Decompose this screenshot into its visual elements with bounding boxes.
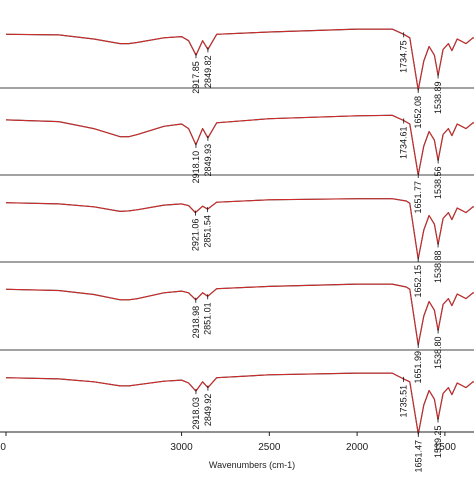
spectrum-trace (5, 28, 474, 91)
spectrum-panel-3: 2921.06 2851.54 1652.15 1538.88 (0, 198, 474, 298)
peak-label: 1538.88 (433, 251, 443, 284)
peak-label: 1651.77 (413, 181, 423, 214)
spectrum-trace (5, 198, 474, 260)
spectrum-trace (5, 283, 474, 346)
peak-label: 2851.54 (203, 215, 213, 248)
spectrum-trace-shadow (5, 283, 474, 346)
peak-label: 1734.75 (399, 40, 409, 73)
spectrum-panel-1: 2917.85 2849.82 1734.75 1652.08 1538.89 (0, 28, 474, 129)
peak-label: 1652.15 (413, 265, 423, 298)
peak-label: 2918.03 (191, 397, 201, 430)
spectrum-panel-5: 2918.03 2849.92 1735.51 1651.47 1539.25 (0, 372, 474, 473)
x-tick-label: 3000 (170, 442, 193, 453)
peak-label: 2849.92 (203, 394, 213, 427)
x-tick-label: 1500 (434, 442, 457, 453)
peak-label: 1538.89 (433, 82, 443, 115)
peak-label: 2849.93 (203, 144, 213, 177)
spectrum-trace-shadow (5, 198, 474, 260)
spectrum-panel-4: 2918.98 2851.01 1651.99 1538.80 (0, 283, 474, 384)
peak-label: 1651.47 (413, 440, 423, 473)
peak-label: 1538.56 (433, 167, 443, 200)
x-axis: 4000 3000 2500 2000 1500 (0, 431, 474, 453)
peak-label: 2849.82 (203, 55, 213, 88)
peak-label: 1651.99 (413, 351, 423, 384)
x-tick-label: 2500 (258, 442, 281, 453)
peak-label: 1734.61 (399, 127, 409, 160)
peak-label: 2918.98 (191, 306, 201, 339)
peak-label: 1539.25 (433, 426, 443, 459)
peak-label: 2918.10 (191, 151, 201, 184)
spectrum-panel-2: 2918.10 2849.93 1734.61 1651.77 1538.56 (0, 114, 474, 214)
x-tick-label: 4000 (0, 442, 6, 453)
peak-label: 2921.06 (190, 219, 200, 252)
x-axis-title: Wavenumbers (cm-1) (209, 460, 295, 470)
spectrum-trace (5, 372, 474, 435)
peak-label: 1735.51 (399, 385, 409, 418)
peak-label: 1538.80 (433, 337, 443, 370)
spectrum-trace (5, 114, 474, 176)
peak-label: 2851.01 (203, 302, 213, 335)
peak-label: 2917.85 (191, 61, 201, 94)
peak-label: 1652.08 (413, 96, 423, 129)
x-tick-label: 2000 (346, 442, 369, 453)
